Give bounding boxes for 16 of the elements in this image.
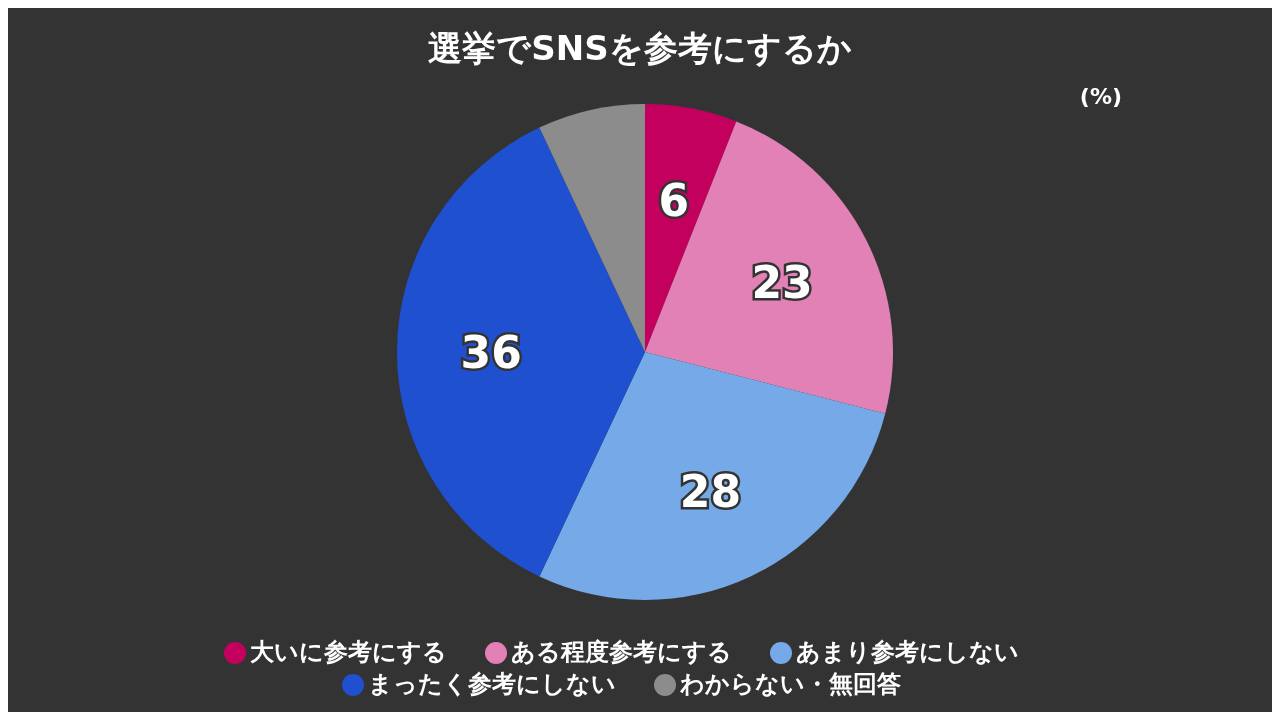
chart-title: 選挙でSNSを参考にするか <box>427 27 853 70</box>
legend-label: まったく参考にしない <box>367 670 616 698</box>
legend-label: 大いに参考にする <box>249 638 447 666</box>
data-label: 6 <box>658 175 690 227</box>
legend-label: わからない・無回答 <box>679 670 901 698</box>
pie-slice <box>539 104 645 352</box>
data-label: 23 <box>751 256 813 308</box>
data-label: 36 <box>460 326 522 378</box>
pie-slice <box>645 121 893 414</box>
legend-label: ある程度参考にする <box>510 638 732 666</box>
pie-slice <box>645 104 737 352</box>
legend-label: あまり参考にしない <box>795 638 1019 666</box>
text: (%) <box>1079 84 1122 109</box>
pie-slice <box>397 127 645 577</box>
pie-slice <box>539 352 886 600</box>
data-label: 28 <box>679 465 742 517</box>
